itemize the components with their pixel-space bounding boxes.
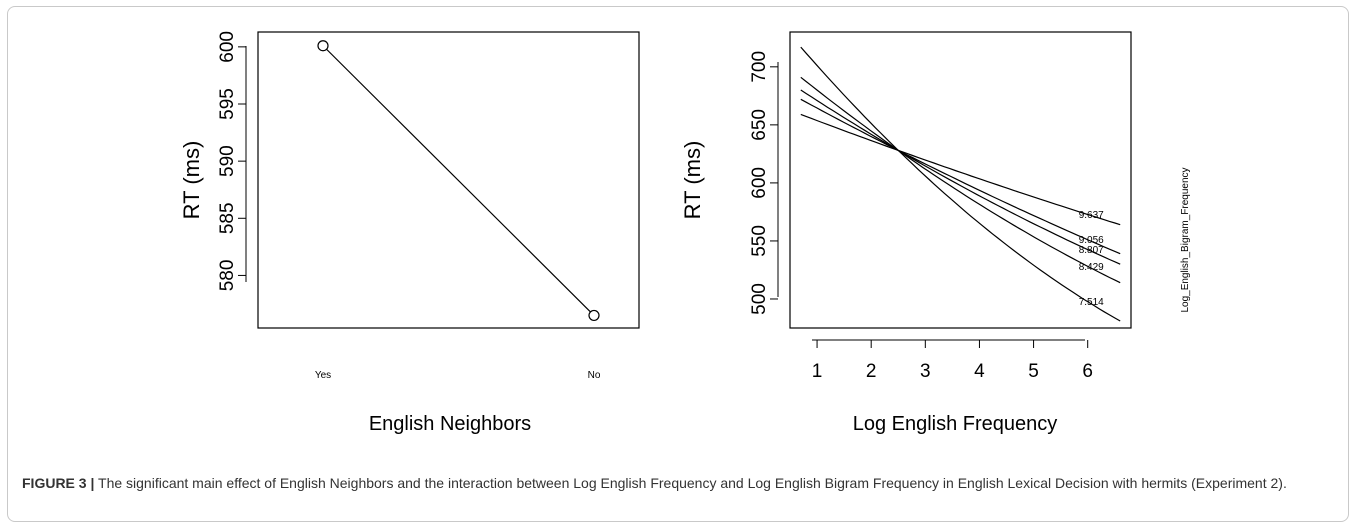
plot-box-right (789, 31, 1132, 329)
y-ticks-right: 500 550 600 650 700 (749, 51, 778, 315)
y-tick-label-left: 600 (217, 31, 238, 63)
x-ticks-left: Yes No (315, 370, 601, 381)
y-tick-label-left: 590 (217, 145, 238, 177)
x-tick-label-left: Yes (315, 370, 331, 381)
figure-frame (7, 6, 1349, 522)
y-tick-label-left: 595 (217, 88, 238, 120)
caption-text: The significant main effect of English N… (94, 475, 1287, 491)
y-axis-label-right: RT (ms) (680, 141, 705, 220)
series-line-9.637 (800, 113, 1121, 226)
series-label: 8.429 (1079, 262, 1104, 273)
x-axis-label-left: English Neighbors (369, 413, 531, 435)
series-label: 9.637 (1079, 210, 1104, 221)
series-label: 8.807 (1079, 245, 1104, 256)
chart-left: 580 585 590 595 600 Yes No RT (ms) English Ne… (179, 31, 640, 435)
x-tick-label-right: 1 (812, 361, 823, 382)
y-ticks-left: 580 585 590 595 600 (217, 31, 246, 291)
series-label: 7.514 (1079, 297, 1104, 308)
caption-label: FIGURE 3 | (22, 475, 95, 491)
y-tick-label-left: 580 (217, 260, 238, 292)
x-tick-label-right: 3 (920, 361, 931, 382)
figure-caption: FIGURE 3 | The significant main effect o… (22, 474, 1342, 493)
y-tick-label-right: 700 (749, 51, 770, 83)
series-line-9.056 (800, 98, 1121, 255)
data-point-left (588, 309, 600, 322)
figure-area: 580 585 590 595 600 Yes No RT (ms) English Ne… (179, 31, 1191, 435)
y-tick-label-left: 585 (217, 202, 238, 234)
plot-box-left (257, 31, 640, 329)
x-tick-label-right: 5 (1028, 361, 1039, 382)
series-label: 9.056 (1079, 235, 1104, 246)
y-axis-label-left: RT (ms) (179, 141, 204, 220)
data-point-left (317, 40, 329, 52)
x-tick-label-right: 4 (974, 361, 985, 382)
y-tick-label-right: 600 (749, 167, 770, 199)
series-line-8.807 (800, 89, 1121, 265)
series-line-8.429 (800, 76, 1121, 284)
y-tick-label-right: 650 (749, 109, 770, 141)
x-axis-label-right: Log English Frequency (853, 413, 1058, 435)
y-tick-label-right: 550 (749, 225, 770, 257)
legend-title: Log_English_Bigram_Frequency (1180, 167, 1191, 312)
series-line-7.514 (800, 46, 1121, 322)
series-right (800, 46, 1121, 322)
series-left (317, 40, 600, 322)
x-tick-label-left: No (588, 370, 601, 381)
x-tick-label-right: 6 (1082, 361, 1093, 382)
x-tick-label-right: 2 (866, 361, 877, 382)
x-ticks-right: 1 2 3 4 5 6 (812, 340, 1093, 382)
y-tick-label-right: 500 (749, 283, 770, 315)
series-line-left (326, 48, 591, 313)
